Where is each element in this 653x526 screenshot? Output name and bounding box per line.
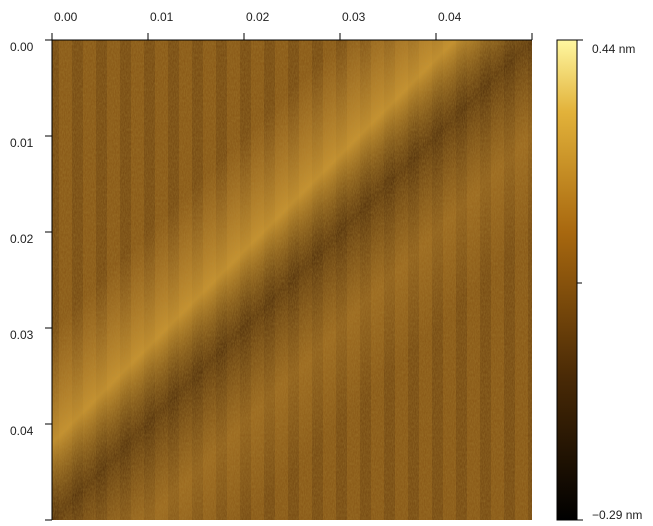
afm-figure: 0.00 0.01 0.02 0.03 0.04 0.00 0.01 0.02 0.03 0.04… [0, 0, 653, 526]
x-tick-label: 0.04 [438, 10, 462, 24]
x-tick-label: 0.03 [342, 10, 366, 24]
colorbar-label: 0.44 nm [592, 42, 635, 56]
y-tick-label: 0.01 [10, 136, 34, 150]
x-tick-label: 0.00 [54, 10, 78, 24]
x-tick-label: 0.01 [150, 10, 174, 24]
y-tick-label: 0.04 [10, 424, 34, 438]
colorbar [557, 40, 577, 520]
colorbar-label: −0.29 nm [592, 508, 642, 522]
x-tick-label: 0.02 [246, 10, 270, 24]
y-tick-label: 0.03 [10, 328, 34, 342]
image [52, 40, 532, 520]
y-tick-label: 0.02 [10, 232, 34, 246]
y-tick-label: 0.00 [10, 40, 34, 54]
